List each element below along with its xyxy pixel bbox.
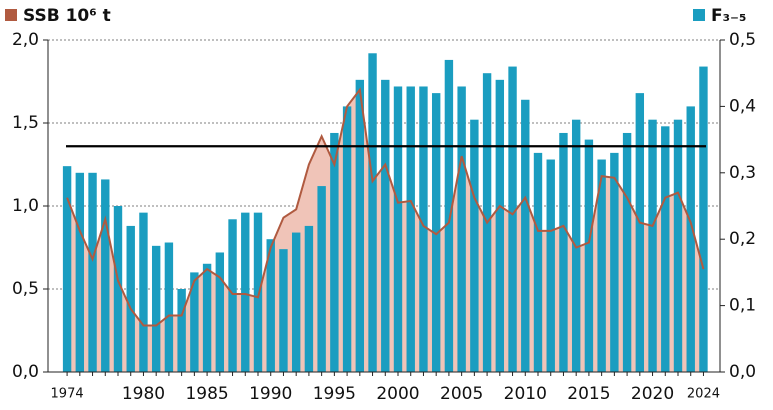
f-bar bbox=[533, 152, 543, 372]
f-bar bbox=[88, 172, 97, 372]
f-bar bbox=[342, 106, 352, 373]
f-bar bbox=[215, 252, 225, 372]
f-bar bbox=[241, 212, 250, 372]
ssb-line bbox=[66, 87, 705, 327]
f-bar bbox=[317, 186, 326, 372]
f-bar bbox=[597, 159, 606, 372]
f-bar bbox=[546, 159, 555, 372]
x-tick-label: 2015 bbox=[567, 384, 610, 404]
f-bar bbox=[699, 66, 708, 372]
f-bar bbox=[291, 232, 301, 372]
y2-tick-label: 0,4 bbox=[729, 96, 756, 116]
legend-label: SSB 10⁶ t bbox=[23, 6, 111, 26]
f-bar bbox=[113, 206, 123, 372]
f-bar bbox=[279, 249, 288, 372]
f-bar bbox=[304, 225, 314, 372]
x-tick-label: 2024 bbox=[687, 387, 720, 402]
f-bar bbox=[393, 86, 403, 372]
f-bar bbox=[101, 179, 110, 372]
f-bar bbox=[610, 152, 619, 372]
y2-tick-label: 0,5 bbox=[729, 30, 756, 50]
x-tick-label: 1974 bbox=[51, 387, 84, 402]
f-bar bbox=[368, 53, 377, 372]
f-bar bbox=[521, 99, 530, 372]
f-bar bbox=[266, 239, 275, 372]
f-bar bbox=[330, 132, 339, 372]
y-tick-label: 0,0 bbox=[12, 362, 39, 382]
x-tick-label: 2020 bbox=[631, 384, 674, 404]
f-bar bbox=[508, 66, 517, 372]
y2-tick-label: 0,3 bbox=[729, 163, 756, 183]
x-tick-label: 2000 bbox=[376, 384, 419, 404]
y-tick-label: 1,5 bbox=[12, 113, 39, 133]
legend-swatch bbox=[693, 9, 705, 21]
f-bar bbox=[673, 119, 683, 373]
f-bar bbox=[495, 79, 505, 372]
f-bar bbox=[202, 263, 212, 372]
x-tick-label: 2005 bbox=[440, 384, 483, 404]
f-bar bbox=[470, 119, 479, 373]
f-bar bbox=[139, 212, 148, 372]
f-bar bbox=[661, 126, 670, 372]
f-bar bbox=[444, 59, 454, 373]
legend-swatch bbox=[5, 9, 17, 21]
f-bar bbox=[419, 86, 428, 372]
f-bar bbox=[253, 212, 263, 372]
y2-tick-label: 0,2 bbox=[729, 229, 756, 249]
f-bar bbox=[190, 272, 199, 372]
f-bar bbox=[686, 106, 695, 373]
x-tick-label: 2010 bbox=[504, 384, 547, 404]
f-bar bbox=[75, 172, 85, 372]
legend-label: F₃₋₅ bbox=[711, 6, 746, 26]
f-bar bbox=[648, 119, 657, 373]
y-tick-label: 2,0 bbox=[12, 30, 39, 50]
f-bar bbox=[584, 139, 594, 372]
f-bar bbox=[457, 86, 466, 372]
f-bar bbox=[381, 79, 390, 372]
x-tick-label: 1995 bbox=[313, 384, 356, 404]
f-bar bbox=[151, 245, 161, 372]
f-bar bbox=[431, 93, 441, 373]
f-bar bbox=[164, 242, 174, 372]
f-bar bbox=[177, 289, 186, 372]
x-tick-label: 1990 bbox=[249, 384, 292, 404]
f-bar bbox=[559, 132, 568, 372]
f-bar bbox=[406, 86, 415, 372]
f-bar bbox=[355, 79, 365, 372]
x-tick-label: 1985 bbox=[185, 384, 228, 404]
f-bar bbox=[635, 93, 645, 373]
x-tick-label: 1980 bbox=[122, 384, 165, 404]
f-bar bbox=[62, 166, 72, 372]
f-bar bbox=[622, 132, 632, 372]
f-bar bbox=[126, 225, 135, 372]
y2-tick-label: 0,0 bbox=[729, 362, 756, 382]
y-tick-label: 1,0 bbox=[12, 196, 39, 216]
y-tick-label: 0,5 bbox=[12, 279, 39, 299]
y2-tick-label: 0,1 bbox=[729, 296, 756, 316]
f-bar bbox=[228, 219, 237, 372]
